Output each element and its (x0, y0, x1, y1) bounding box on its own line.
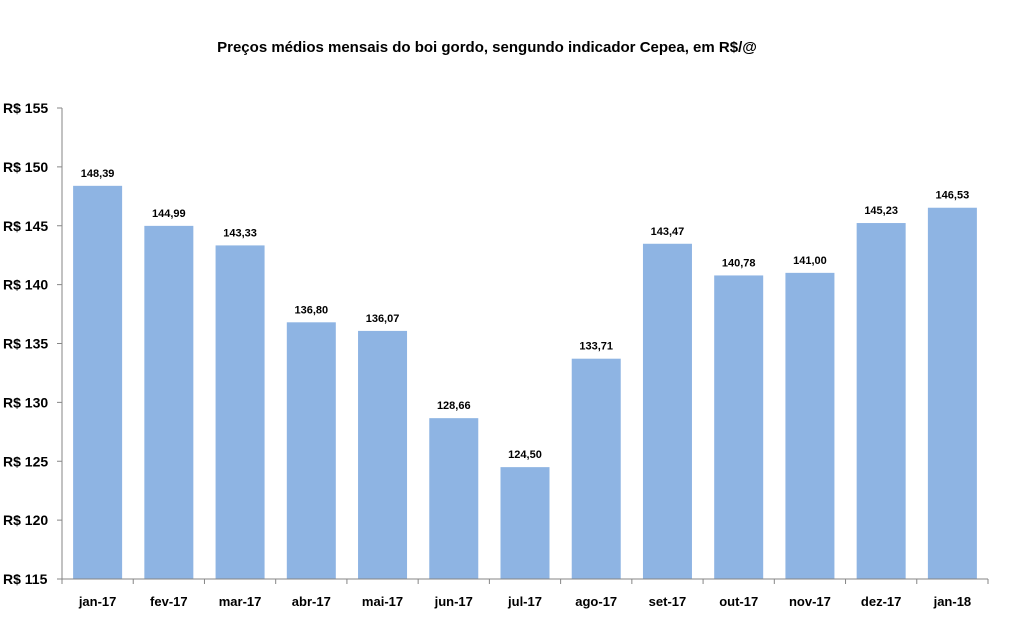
data-label: 140,78 (722, 257, 756, 269)
data-label: 136,07 (366, 313, 400, 325)
data-label: 145,23 (864, 205, 898, 217)
chart-title: Preços médios mensais do boi gordo, seng… (217, 39, 757, 56)
data-label: 148,39 (81, 168, 115, 180)
y-tick-label: R$ 115 (3, 571, 48, 587)
bar (642, 243, 692, 579)
data-label: 136,80 (294, 304, 328, 316)
x-tick-label: nov-17 (789, 594, 831, 609)
bar (358, 330, 408, 579)
bar (73, 185, 123, 579)
y-tick-label: R$ 150 (3, 159, 48, 175)
bar (571, 358, 621, 579)
y-tick-label: R$ 145 (3, 218, 48, 234)
bar (144, 225, 194, 580)
y-axis: R$ 115 R$ 120 R$ 125 R$ 130 R$ 135 R$ 140 R$ 1… (3, 100, 63, 587)
bars: 148,39 144,99 143,33 136,80 136,07 128,66 124,… (73, 168, 977, 580)
bar (500, 467, 550, 579)
data-label: 124,50 (508, 449, 542, 461)
bar (856, 223, 906, 579)
y-tick-label: R$ 125 (3, 453, 48, 469)
x-tick-label: dez-17 (861, 594, 901, 609)
x-tick-label: abr-17 (292, 594, 331, 609)
bar (714, 275, 764, 579)
bar (286, 322, 336, 579)
bar (215, 245, 265, 579)
y-tick-label: R$ 140 (3, 277, 48, 293)
x-tick-label: set-17 (649, 594, 687, 609)
y-tick-label: R$ 130 (3, 394, 48, 410)
data-label: 133,71 (579, 341, 613, 353)
y-tick-label: R$ 155 (3, 100, 48, 116)
x-tick-label: mar-17 (219, 594, 262, 609)
x-tick-label: out-17 (719, 594, 758, 609)
data-label: 128,66 (437, 400, 471, 412)
bar (785, 272, 835, 579)
data-label: 143,47 (651, 226, 685, 238)
data-label: 146,53 (936, 190, 970, 202)
data-label: 144,99 (152, 208, 186, 220)
x-axis: jan-17 fev-17 mar-17 abr-17 mai-17 jun-17 jul-… (61, 578, 989, 609)
y-tick-label: R$ 135 (3, 336, 48, 352)
x-tick-label: jun-17 (434, 594, 473, 609)
bar (927, 207, 977, 579)
y-tick-label: R$ 120 (3, 512, 48, 528)
data-label: 143,33 (223, 227, 257, 239)
x-tick-label: jan-18 (933, 594, 972, 609)
x-tick-label: jan-17 (78, 594, 117, 609)
x-tick-label: jul-17 (507, 594, 542, 609)
x-tick-label: mai-17 (362, 594, 403, 609)
x-tick-label: fev-17 (150, 594, 188, 609)
bar (429, 418, 479, 579)
x-tick-label: ago-17 (575, 594, 617, 609)
data-label: 141,00 (793, 255, 827, 267)
